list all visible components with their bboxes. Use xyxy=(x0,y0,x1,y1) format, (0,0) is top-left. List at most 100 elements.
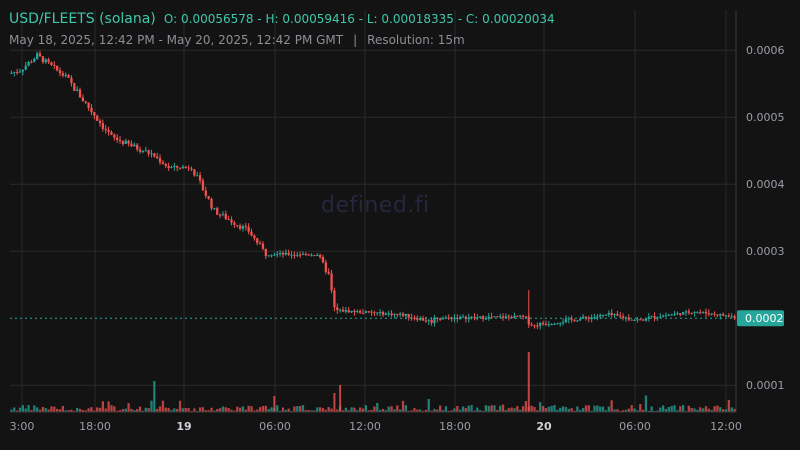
candle-body xyxy=(690,312,693,314)
candle-body xyxy=(504,316,508,318)
candle-body xyxy=(56,65,59,71)
candle-body xyxy=(493,316,496,318)
candle-body xyxy=(416,318,419,320)
volume-bar xyxy=(324,409,327,412)
volume-bar xyxy=(116,410,119,412)
volume-bar xyxy=(516,406,519,412)
volume-bar xyxy=(599,406,602,412)
candle-body xyxy=(433,317,436,323)
candle-body xyxy=(96,115,99,121)
volume-bar xyxy=(138,406,142,412)
candle-body xyxy=(733,316,736,318)
volume-bar xyxy=(553,405,556,412)
volume-bar xyxy=(133,410,136,412)
candle-body xyxy=(116,137,119,141)
volume-bar xyxy=(647,410,650,412)
volume-bar xyxy=(136,409,139,412)
candle-body xyxy=(693,312,696,314)
candle-body xyxy=(727,315,730,317)
volume-bar xyxy=(479,410,482,412)
volume-bar xyxy=(641,409,645,412)
volume-bar xyxy=(24,408,27,412)
candle-body xyxy=(238,225,242,229)
volume-bar xyxy=(193,408,196,412)
candle-body xyxy=(164,164,167,166)
candle-body xyxy=(704,311,708,314)
candle-body xyxy=(627,317,630,320)
candle-body xyxy=(118,140,122,142)
candle-body xyxy=(401,313,405,316)
volume-bar xyxy=(379,409,382,412)
volume-bar xyxy=(147,408,150,412)
candle-body xyxy=(296,254,299,256)
candle-body xyxy=(507,316,510,318)
candle-body xyxy=(244,226,247,228)
volume-bar xyxy=(107,401,110,412)
volume-bar xyxy=(16,410,19,412)
candle-body xyxy=(58,70,62,74)
current-price-badge-label: 0.0002 xyxy=(745,312,784,325)
volume-bar xyxy=(399,409,402,412)
volume-bar xyxy=(487,405,490,412)
candle-body xyxy=(307,254,310,256)
candle-body xyxy=(81,97,85,102)
candle-body xyxy=(713,313,716,315)
candle-body xyxy=(539,323,542,326)
volume-bar xyxy=(81,410,85,412)
volume-bar xyxy=(513,408,516,412)
candle-body xyxy=(298,254,302,256)
volume-bar xyxy=(510,407,513,412)
candle-body xyxy=(404,313,408,316)
volume-bar xyxy=(170,410,173,412)
volume-bar xyxy=(381,408,385,412)
volume-bar xyxy=(176,408,179,412)
volume-bar xyxy=(190,410,193,412)
volume-bar xyxy=(653,410,656,412)
candle-body xyxy=(198,175,202,181)
candle-body xyxy=(427,320,430,322)
candle-body xyxy=(473,316,476,318)
volume-bar xyxy=(441,410,445,412)
candle-body xyxy=(413,317,416,319)
candle-body xyxy=(358,310,362,313)
volume-bar xyxy=(36,407,39,412)
candle-body xyxy=(316,255,319,257)
candle-body xyxy=(144,150,147,152)
candle-body xyxy=(647,316,650,319)
volume-bar xyxy=(533,407,536,412)
volume-bar xyxy=(187,408,190,412)
candle-body xyxy=(250,231,253,236)
volume-bar xyxy=(278,410,282,412)
volume-bar xyxy=(367,410,370,412)
volume-bar xyxy=(127,403,130,412)
candle-body xyxy=(136,144,139,150)
candle-body xyxy=(104,128,107,131)
y-axis: 0.0006 0.0005 0.0004 0.0003 0.0001 xyxy=(10,10,785,413)
volume-bar xyxy=(330,408,333,412)
volume-bar xyxy=(493,405,496,412)
candle-body xyxy=(633,319,636,321)
volume-bar xyxy=(564,407,568,412)
candle-body xyxy=(133,144,136,147)
candle-body xyxy=(699,312,702,314)
candle-body xyxy=(659,316,662,318)
volume-bar xyxy=(313,410,316,412)
candle-body xyxy=(281,252,285,255)
candle-body xyxy=(484,318,488,320)
volume-bar xyxy=(624,409,628,412)
volume-bar xyxy=(30,410,33,412)
volume-bar xyxy=(524,401,528,412)
candle-body xyxy=(327,271,330,274)
volume-bar xyxy=(670,405,673,412)
candle-body xyxy=(481,316,485,319)
candle-body xyxy=(436,317,439,319)
volume-bar xyxy=(98,407,102,412)
volume-bar xyxy=(50,406,53,412)
candle-body xyxy=(441,318,445,320)
volume-bar xyxy=(78,408,82,412)
volume-bar xyxy=(356,410,359,412)
candle-body xyxy=(187,167,190,169)
volume-bar xyxy=(250,406,253,412)
candle-body xyxy=(453,317,456,319)
